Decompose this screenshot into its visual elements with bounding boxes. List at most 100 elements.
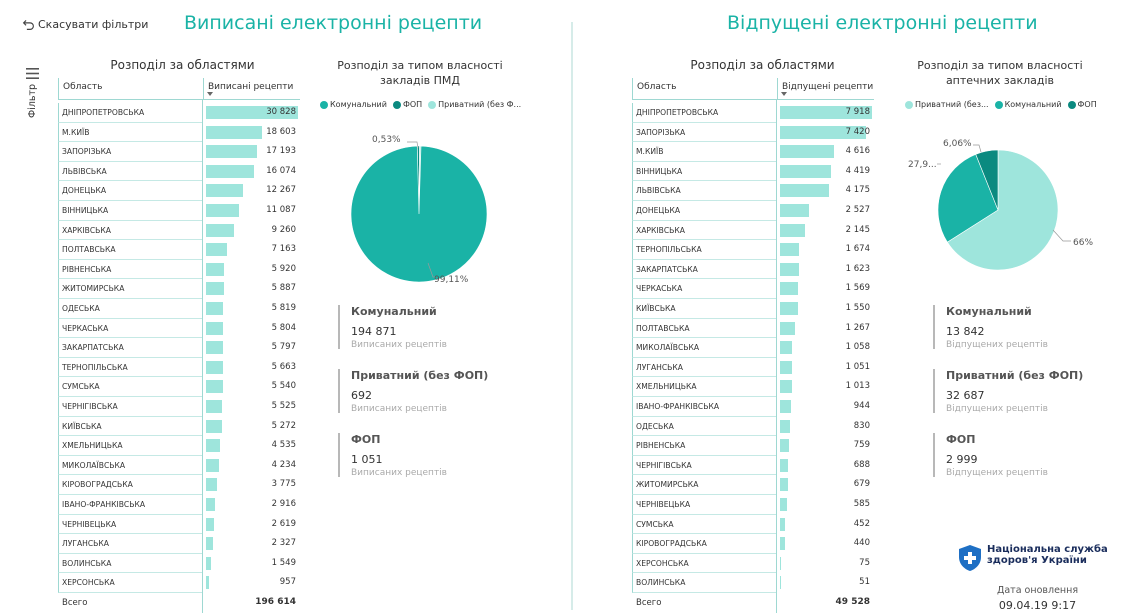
table-row[interactable]: ЗАКАРПАТСЬКА 1 623 (632, 259, 874, 280)
table-row[interactable]: ХЕРСОНСЬКА 957 (58, 573, 300, 593)
legend-item[interactable]: ФОП (1067, 100, 1097, 109)
table-row[interactable]: МИКОЛАЇВСЬКА 1 058 (632, 338, 874, 358)
legend-item[interactable]: Приватний (без Ф... (428, 100, 521, 109)
stat-value: 1 051 (351, 453, 383, 466)
table-row[interactable]: М.КИЇВ 4 616 (632, 142, 874, 162)
legend-item[interactable]: Комунальний (994, 100, 1062, 109)
table-row[interactable]: ЖИТОМИРСЬКА 679 (632, 475, 874, 495)
region-value: 7 918 (845, 107, 870, 117)
table-row[interactable]: ІВАНО-ФРАНКІВСЬКА 2 916 (58, 495, 300, 515)
table-row[interactable]: ВІННИЦЬКА 4 419 (632, 161, 874, 182)
region-value: 18 603 (266, 126, 296, 137)
table-row[interactable]: КИЇВСЬКА 1 550 (632, 299, 874, 319)
value-bar (206, 360, 223, 374)
legend-item[interactable]: Комунальний (320, 100, 387, 109)
table-row[interactable]: СУМСЬКА 5 540 (58, 377, 300, 397)
undo-icon (22, 20, 34, 30)
table-row[interactable]: ЧЕРНІГІВСЬКА 688 (632, 455, 874, 476)
table-row[interactable]: ХЕРСОНСЬКА 75 (632, 553, 874, 574)
table-row[interactable]: ІВАНО-ФРАНКІВСЬКА 944 (632, 397, 874, 417)
stat-title: Комунальний (946, 305, 1032, 318)
table-row[interactable]: СУМСЬКА 452 (632, 514, 874, 535)
table-row[interactable]: ПОЛТАВСЬКА 7 163 (58, 240, 300, 260)
table-row[interactable]: ДОНЕЦЬКА 12 267 (58, 181, 300, 201)
pie-slice-комунальний[interactable] (937, 153, 999, 243)
table-row[interactable]: ПОЛТАВСЬКА 1 267 (632, 318, 874, 339)
table-row[interactable]: КІРОВОГРАДСЬКА 3 775 (58, 475, 300, 495)
table-row[interactable]: ДОНЕЦЬКА 2 527 (632, 201, 874, 221)
region-value: 1 623 (845, 263, 870, 274)
issued-region-table: Область Виписані рецепти ДНІПРОПЕТРОВСЬКА 3… (58, 78, 300, 614)
col-header-value[interactable]: Відпущені рецепти (777, 78, 874, 100)
table-row[interactable]: ЗАПОРІЗЬКА 7 420 (632, 122, 874, 143)
table-row[interactable]: ЧЕРКАСЬКА 5 804 (58, 318, 300, 339)
region-name: ЗАПОРІЗЬКА (632, 122, 777, 143)
table-row[interactable]: ЛЬВІВСЬКА 4 175 (632, 181, 874, 201)
table-row[interactable]: ЧЕРНІГІВСЬКА 5 525 (58, 397, 300, 417)
col-header-region[interactable]: Область (632, 78, 777, 100)
legend-dot-icon (428, 100, 437, 109)
legend-item[interactable]: ФОП (392, 100, 422, 109)
table-row[interactable]: ЛЬВІВСЬКА 16 074 (58, 161, 300, 182)
pie-slice-приватний-без-фоп-[interactable] (946, 149, 1059, 271)
table-row[interactable]: ЗАКАРПАТСЬКА 5 797 (58, 338, 300, 358)
region-value: 5 540 (271, 381, 296, 392)
stat-card: Комунальний 13 842 Відпущених рецептів (933, 305, 1083, 350)
table-row[interactable]: РІВНЕНСЬКА 759 (632, 436, 874, 456)
table-row[interactable]: ТЕРНОПІЛЬСЬКА 1 674 (632, 240, 874, 260)
table-row[interactable]: ВОЛИНСЬКА 51 (632, 573, 874, 593)
brand-line-1: Національна служба (987, 544, 1108, 555)
region-name: ПОЛТАВСЬКА (632, 318, 777, 339)
value-bar (206, 223, 234, 237)
col-header-value[interactable]: Виписані рецепти (203, 78, 300, 100)
sort-desc-icon[interactable] (207, 92, 213, 96)
table-row[interactable]: ДНІПРОПЕТРОВСЬКА 30 828 (58, 103, 300, 123)
table-row[interactable]: ХАРКІВСЬКА 9 260 (58, 220, 300, 241)
dispensed-ownership-pie (937, 149, 1059, 271)
region-value: 2 145 (845, 224, 870, 235)
table-row[interactable]: ЗАПОРІЗЬКА 17 193 (58, 142, 300, 162)
table-row[interactable]: ХАРКІВСЬКА 2 145 (632, 220, 874, 241)
table-row[interactable]: ВІННИЦЬКА 11 087 (58, 201, 300, 221)
table-row[interactable]: КІРОВОГРАДСЬКА 440 (632, 534, 874, 554)
region-name: ВОЛИНСЬКА (58, 553, 203, 574)
table-row[interactable]: ЧЕРНІВЕЦЬКА 585 (632, 495, 874, 515)
table-row[interactable]: ХМЕЛЬНИЦЬКА 1 013 (632, 377, 874, 397)
region-value: 51 (859, 577, 870, 588)
table-row[interactable]: М.КИЇВ 18 603 (58, 122, 300, 143)
table-row[interactable]: ОДЕСЬКА 5 819 (58, 299, 300, 319)
region-name: ДНІПРОПЕТРОВСЬКА (58, 103, 203, 123)
pie-slice-комунальний[interactable] (350, 145, 488, 283)
col-header-region[interactable]: Область (58, 78, 203, 100)
reset-filters-button[interactable]: Скасувати фільтри (22, 18, 148, 31)
table-row[interactable]: ТЕРНОПІЛЬСЬКА 5 663 (58, 357, 300, 378)
table-row[interactable]: ЛУГАНСЬКА 1 051 (632, 357, 874, 378)
table-row[interactable]: ЛУГАНСЬКА 2 327 (58, 534, 300, 554)
update-label: Дата оновлення (996, 585, 1079, 596)
value-bar (780, 517, 786, 531)
table-row[interactable]: ХМЕЛЬНИЦЬКА 4 535 (58, 436, 300, 456)
table-row[interactable]: ВОЛИНСЬКА 1 549 (58, 553, 300, 574)
table-row[interactable]: ЧЕРКАСЬКА 1 569 (632, 279, 874, 299)
total-label: Всего (62, 598, 88, 608)
filter-label: Фільтр (27, 83, 38, 118)
table-row[interactable]: РІВНЕНСЬКА 5 920 (58, 259, 300, 280)
filter-pane-toggle[interactable]: Фільтр (24, 64, 42, 134)
table-row[interactable]: ЧЕРНІВЕЦЬКА 2 619 (58, 514, 300, 535)
stat-subtitle: Виписаних рецептів (351, 468, 447, 478)
region-name: ХМЕЛЬНИЦЬКА (58, 436, 203, 456)
region-name: ПОЛТАВСЬКА (58, 240, 203, 260)
region-name: КИЇВСЬКА (58, 416, 203, 437)
region-value: 759 (853, 440, 870, 451)
table-row[interactable]: МИКОЛАЇВСЬКА 4 234 (58, 455, 300, 476)
table-row[interactable]: ЖИТОМИРСЬКА 5 887 (58, 279, 300, 299)
value-bar (780, 556, 781, 570)
table-row[interactable]: ОДЕСЬКА 830 (632, 416, 874, 437)
legend-item[interactable]: Приватний (без... (905, 100, 989, 109)
pie-slice-фоп[interactable] (975, 149, 999, 211)
table-row[interactable]: ДНІПРОПЕТРОВСЬКА 7 918 (632, 103, 874, 123)
stat-subtitle: Відпущених рецептів (946, 340, 1048, 350)
region-value: 452 (853, 518, 870, 529)
table-row[interactable]: КИЇВСЬКА 5 272 (58, 416, 300, 437)
sort-desc-icon[interactable] (781, 92, 787, 96)
